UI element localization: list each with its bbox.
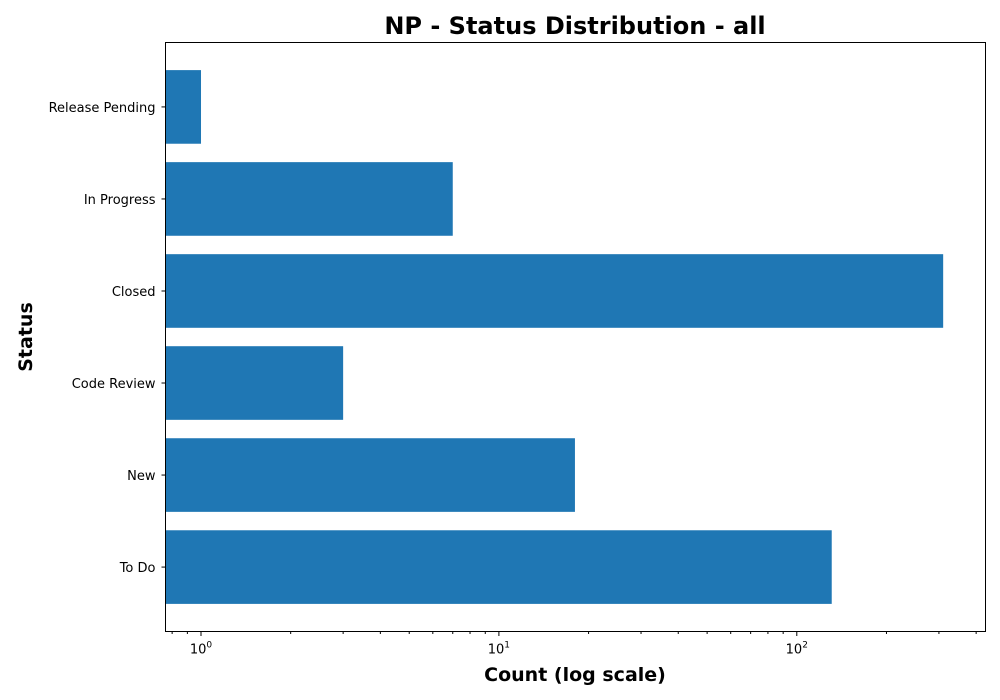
chart-title: NP - Status Distribution - all [384,12,765,40]
bar-new [165,438,575,512]
y-tick-label: New [127,469,156,484]
y-tick-label: Release Pending [49,101,156,116]
x-tick-label: 102 [786,641,808,658]
bar-code-review [165,346,344,420]
x-axis-label: Count (log scale) [484,664,666,686]
y-axis-label: Status [15,302,37,372]
bar-in-progress [165,162,453,236]
y-tick-label: In Progress [84,193,156,208]
y-tick-label: To Do [119,561,156,576]
plot-frame [165,42,986,632]
y-axis-ticks: Release Pending In Progress Closed Code Rev… [49,101,166,576]
y-tick-label: Closed [112,285,156,300]
x-tick-label: 101 [488,641,510,658]
bar-closed [165,254,944,328]
bar-to-do [165,530,832,604]
x-axis-ticks: 100 101 102 [171,631,977,658]
y-tick-label: Code Review [72,377,156,392]
x-tick-label: 100 [190,641,213,658]
bars-group [165,70,944,604]
bar-release-pending [165,70,202,144]
